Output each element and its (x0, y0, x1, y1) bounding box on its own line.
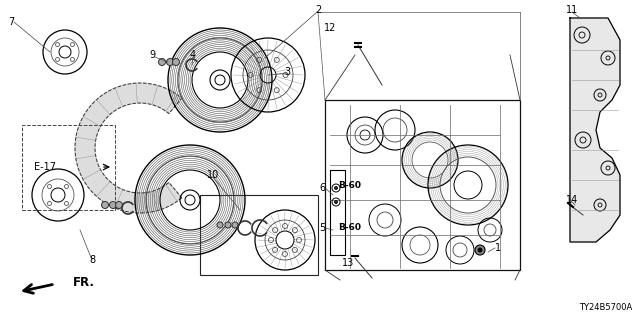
Text: E-17: E-17 (34, 162, 56, 172)
Text: 10: 10 (207, 170, 219, 180)
Text: 3: 3 (284, 67, 290, 77)
Polygon shape (75, 83, 182, 213)
Circle shape (335, 187, 337, 189)
Circle shape (166, 59, 173, 66)
Bar (22, 125, 115, 210)
Text: 13: 13 (342, 258, 354, 268)
Text: 5: 5 (319, 223, 325, 233)
Text: 12: 12 (324, 23, 336, 33)
Bar (325, 100, 520, 270)
Text: 14: 14 (566, 195, 578, 205)
Text: 1: 1 (495, 243, 501, 253)
Circle shape (217, 222, 223, 228)
Text: TY24B5700A: TY24B5700A (579, 303, 632, 312)
Circle shape (115, 202, 122, 209)
Polygon shape (570, 18, 620, 242)
Circle shape (478, 248, 482, 252)
Bar (200, 195, 318, 275)
Circle shape (232, 222, 238, 228)
Circle shape (109, 202, 116, 209)
Text: 7: 7 (8, 17, 14, 27)
Bar (330, 170, 345, 255)
Text: B-60: B-60 (338, 180, 361, 189)
Circle shape (225, 222, 231, 228)
Text: B-60: B-60 (338, 223, 361, 233)
Circle shape (173, 59, 179, 66)
Text: 8: 8 (89, 255, 95, 265)
Text: 6: 6 (319, 183, 325, 193)
Circle shape (159, 59, 166, 66)
Circle shape (335, 201, 337, 204)
Text: 11: 11 (566, 5, 578, 15)
Circle shape (475, 245, 485, 255)
Circle shape (102, 202, 109, 209)
Text: 2: 2 (315, 5, 321, 15)
Text: 9: 9 (149, 50, 155, 60)
Text: FR.: FR. (73, 276, 95, 289)
Text: 4: 4 (190, 50, 196, 60)
